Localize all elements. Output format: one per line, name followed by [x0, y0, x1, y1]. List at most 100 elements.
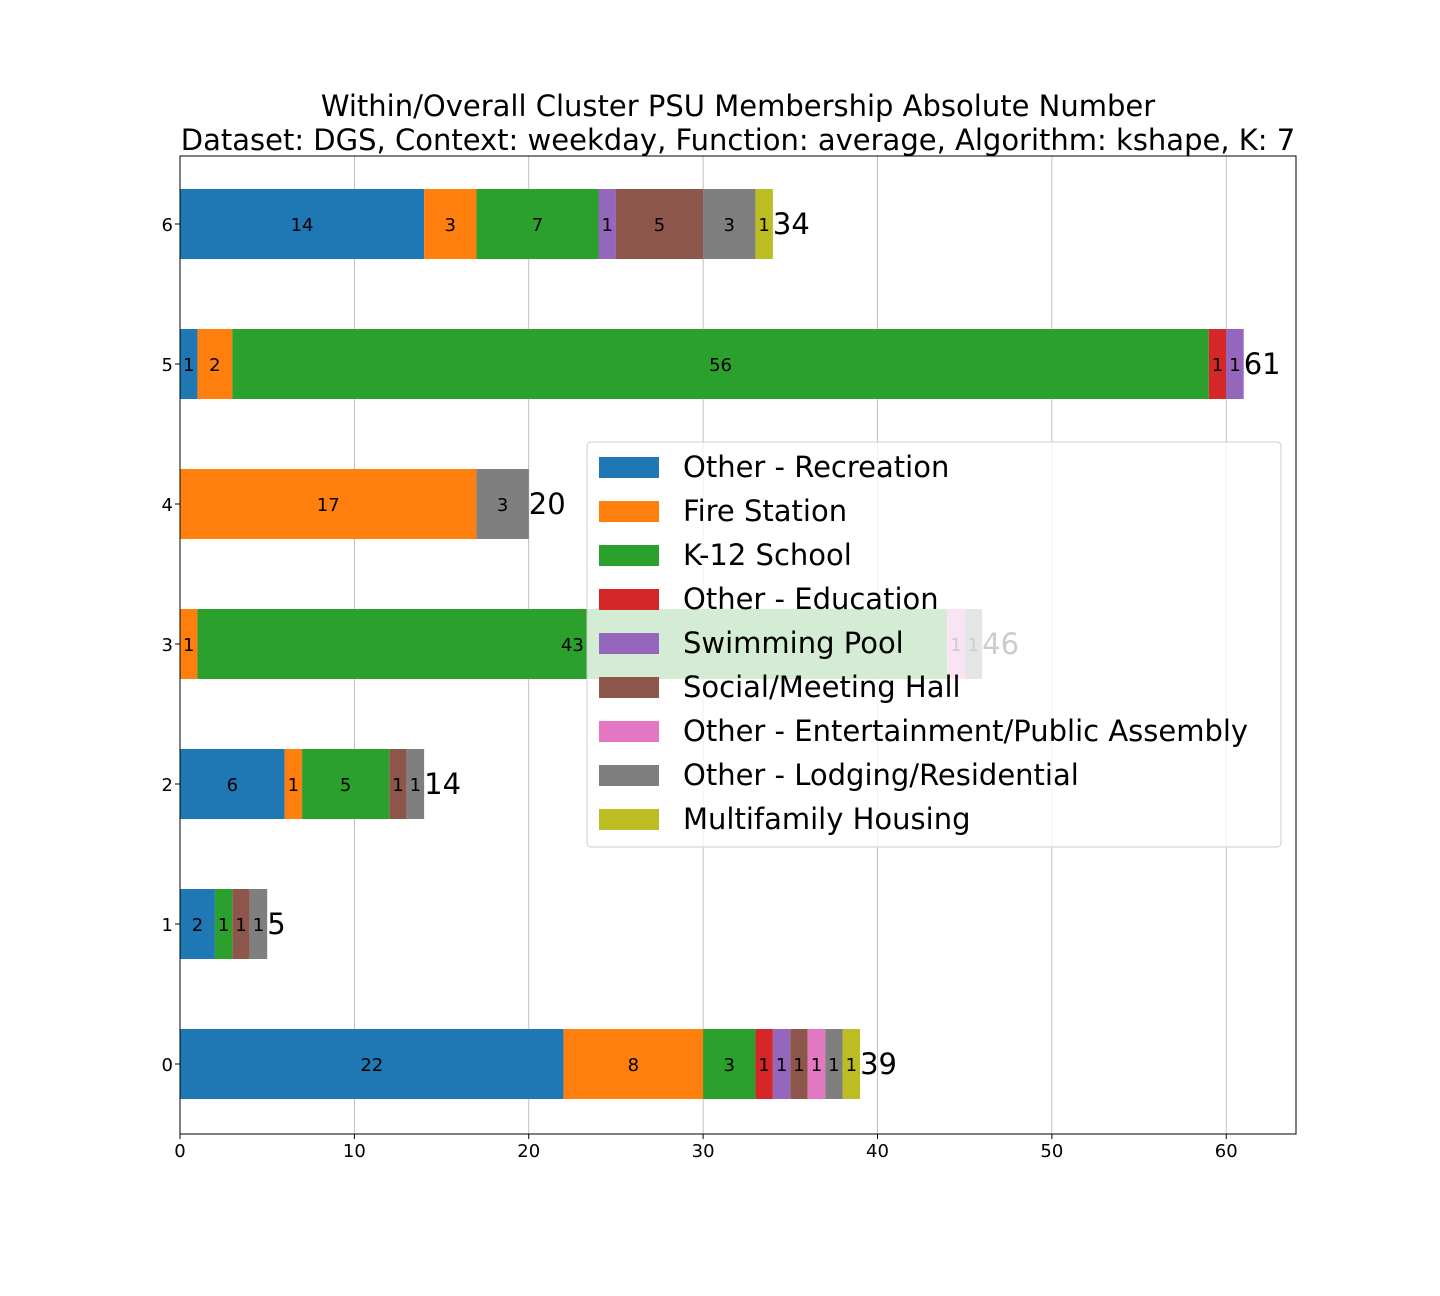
- plot-frame: [179, 155, 1297, 1135]
- legend-label: Other - Education: [683, 582, 939, 616]
- legend-box: [586, 441, 1282, 848]
- bars: [180, 189, 1244, 1099]
- segment-value-label: 17: [317, 495, 340, 516]
- legend-label: Other - Lodging/Residential: [683, 758, 1079, 792]
- bar-segment: [180, 609, 198, 679]
- x-tick-label: 0: [174, 1141, 185, 1162]
- total-labels: 3951446206134: [267, 207, 1280, 1081]
- legend-swatch: [599, 501, 659, 522]
- segment-value-label: 1: [758, 1055, 769, 1076]
- segment-value-label: 8: [628, 1055, 639, 1076]
- segment-value-label: 1: [776, 1055, 787, 1076]
- bar-segment: [703, 189, 756, 259]
- bar-total-label: 34: [773, 207, 810, 241]
- segment-value-label: 3: [445, 215, 456, 236]
- segment-value-label: 6: [227, 775, 238, 796]
- legend-label: K-12 School: [683, 538, 852, 572]
- segment-value-label: 1: [601, 215, 612, 236]
- segment-value-label: 1: [1212, 355, 1223, 376]
- bar-segment: [476, 469, 529, 539]
- segment-value-label: 3: [497, 495, 508, 516]
- bar-segment: [772, 1029, 791, 1099]
- y-tick-label: 0: [162, 1055, 173, 1076]
- bar-segment: [197, 329, 233, 399]
- segment-value-label: 5: [654, 215, 665, 236]
- bar-segment: [249, 889, 268, 959]
- segment-value-label: 1: [288, 775, 299, 796]
- legend-swatch: [599, 545, 659, 566]
- title-line-1: Within/Overall Cluster PSU Membership Ab…: [321, 89, 1155, 123]
- bar-total-label: 5: [267, 907, 285, 941]
- bar-segment: [615, 189, 704, 259]
- segment-value-label: 3: [724, 215, 735, 236]
- x-tick-label: 30: [692, 1141, 715, 1162]
- y-tick-label: 4: [162, 495, 173, 516]
- legend-swatch: [599, 721, 659, 742]
- bar-segment: [389, 749, 407, 819]
- title-line-2: Dataset: DGS, Context: weekday, Function…: [181, 123, 1295, 157]
- segment-value-label: 1: [235, 915, 246, 936]
- segment-value-label: 1: [846, 1055, 857, 1076]
- segment-value-label: 3: [724, 1055, 735, 1076]
- segment-value-label: 2: [192, 915, 203, 936]
- legend-label: Swimming Pool: [683, 626, 904, 660]
- bar-segment: [755, 1029, 773, 1099]
- legend: Other - Recreation Fire Station K-12 Schoo…: [586, 441, 1282, 848]
- segment-value-label: 5: [340, 775, 351, 796]
- legend-swatch: [599, 765, 659, 786]
- x-tick-label: 50: [1040, 1141, 1063, 1162]
- bar-segment: [180, 469, 477, 539]
- y-tick-label: 5: [162, 355, 173, 376]
- bar-segment: [598, 189, 616, 259]
- bar-segment: [406, 749, 425, 819]
- segment-value-label: 1: [811, 1055, 822, 1076]
- bar-segment: [807, 1029, 826, 1099]
- legend-label: Social/Meeting Hall: [683, 670, 961, 704]
- x-tick-label: 40: [866, 1141, 889, 1162]
- segment-value-label: 1: [793, 1055, 804, 1076]
- x-tick-label: 10: [343, 1141, 366, 1162]
- bar-segment: [825, 1029, 843, 1099]
- legend-label: Fire Station: [683, 494, 847, 528]
- x-tick-label: 20: [517, 1141, 540, 1162]
- bar-segment: [563, 1029, 704, 1099]
- bar-segment: [476, 189, 599, 259]
- legend-label: Other - Recreation: [683, 450, 949, 484]
- segment-value-label: 2: [209, 355, 220, 376]
- segment-value-label: 1: [183, 355, 194, 376]
- y-tick-label: 1: [162, 915, 173, 936]
- y-tick-label: 2: [162, 775, 173, 796]
- bar-segment: [214, 889, 233, 959]
- bar-segment: [180, 889, 215, 959]
- bar-segment: [302, 749, 390, 819]
- bar-segment: [180, 749, 285, 819]
- segment-value-label: 1: [183, 635, 194, 656]
- bar-segment: [703, 1029, 756, 1099]
- segment-value-label: 1: [392, 775, 403, 796]
- bar-segment: [180, 189, 425, 259]
- legend-swatch: [599, 589, 659, 610]
- bar-segment: [842, 1029, 861, 1099]
- chart-title: Within/Overall Cluster PSU Membership Ab…: [181, 89, 1295, 157]
- bar-segment: [232, 329, 1209, 399]
- bar-segment: [1226, 329, 1244, 399]
- bar-total-label: 61: [1244, 347, 1281, 381]
- bar-segment: [180, 329, 198, 399]
- bar-segment: [1208, 329, 1227, 399]
- legend-label: Other - Entertainment/Public Assembly: [683, 714, 1248, 748]
- legend-swatch: [599, 457, 659, 478]
- segment-value-label: 1: [828, 1055, 839, 1076]
- segment-value-label: 1: [253, 915, 264, 936]
- segment-value-label: 1: [410, 775, 421, 796]
- y-tick-label: 3: [162, 635, 173, 656]
- segment-value-label: 43: [561, 635, 584, 656]
- bar-total-label: 39: [860, 1047, 897, 1081]
- segment-value-label: 56: [709, 355, 732, 376]
- legend-swatch: [599, 809, 659, 830]
- x-tick-label: 60: [1215, 1141, 1238, 1162]
- bar-segment: [180, 1029, 564, 1099]
- legend-swatch: [599, 677, 659, 698]
- bar-total-label: 20: [529, 487, 566, 521]
